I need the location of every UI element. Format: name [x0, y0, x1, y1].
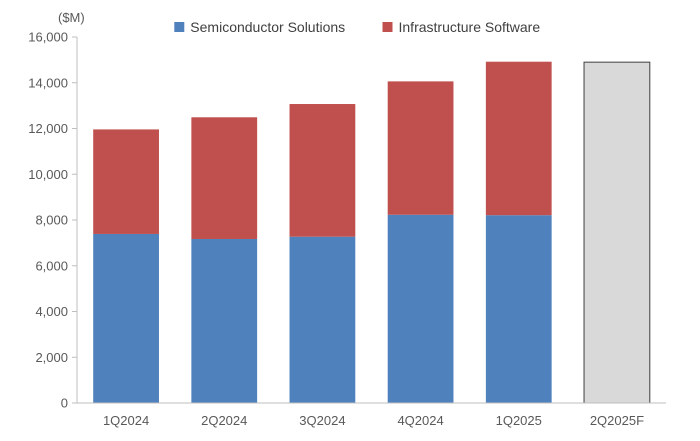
legend-swatch-semiconductor-solutions [174, 22, 185, 32]
legend: Semiconductor Solutions Infrastructure So… [174, 19, 540, 35]
x-axis: 1Q2024 2Q2024 3Q2024 4Q2024 1Q2025 2Q2025F [77, 402, 666, 428]
y-tick-label: 16,000 [28, 30, 68, 45]
bar-2q2024-infrastructure-software [191, 117, 258, 239]
y-tick-label: 12,000 [28, 121, 68, 136]
y-tick-label: 14,000 [28, 75, 68, 90]
x-tick-label: 1Q2024 [103, 413, 149, 428]
bar-3q2024-semiconductor-solutions [289, 236, 356, 403]
y-tick-label: 8,000 [35, 213, 68, 228]
y-axis: 0 2,000 4,000 6,000 8,000 10,000 12,000 14,000 1… [28, 30, 78, 411]
y-tick-label: 6,000 [35, 258, 68, 273]
y-tick-label: 10,000 [28, 167, 68, 182]
bar-1q2024-semiconductor-solutions [93, 233, 159, 403]
bar-1q2025-infrastructure-software [485, 61, 552, 216]
legend-swatch-infrastructure-software [382, 22, 393, 32]
bar-3q2024-infrastructure-software [289, 104, 356, 237]
bar-2q2024-semiconductor-solutions [191, 238, 258, 403]
x-tick-label: 1Q2025 [496, 413, 542, 428]
legend-label-infrastructure-software: Infrastructure Software [399, 19, 541, 35]
bar-1q2024-infrastructure-software [93, 129, 159, 234]
bar-4q2024-semiconductor-solutions [387, 214, 454, 403]
bar-1q2025-semiconductor-solutions [485, 215, 552, 403]
y-tick-label: 2,000 [35, 350, 68, 365]
bar-2q2025f-forecast [583, 61, 651, 404]
y-axis-unit-label: ($M) [58, 10, 85, 25]
x-tick-label: 4Q2024 [397, 413, 443, 428]
x-tick-label: 3Q2024 [299, 413, 345, 428]
bar-4q2024-infrastructure-software [387, 81, 454, 215]
bars [93, 61, 651, 404]
x-tick-label: 2Q2024 [201, 413, 247, 428]
y-tick-label: 4,000 [35, 304, 68, 319]
legend-label-semiconductor-solutions: Semiconductor Solutions [190, 19, 345, 35]
y-tick-label: 0 [61, 396, 68, 411]
x-tick-label: 2Q2025F [590, 413, 644, 428]
